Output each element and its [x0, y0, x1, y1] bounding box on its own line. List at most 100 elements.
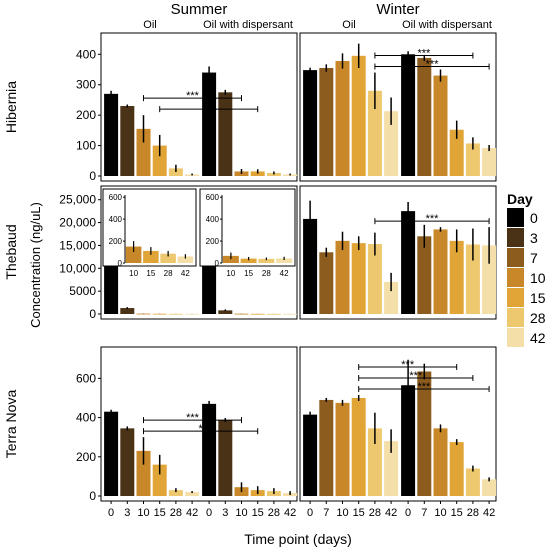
x-tick-label: 28	[268, 507, 280, 519]
bar	[335, 240, 350, 314]
x-tick-label: 0	[108, 507, 114, 519]
x-tick-label: 15	[353, 507, 365, 519]
inset-bar	[143, 250, 159, 263]
inset-y-tick-label: 400	[206, 215, 220, 224]
panel-terra-nova-winter: 0 7 10 15 28 42 0 7 10 15 28 42*********	[299, 346, 497, 519]
bar	[218, 419, 233, 496]
x-tick-label: 10	[235, 507, 247, 519]
inset-x-tick-label: 10	[129, 269, 138, 278]
bar	[152, 464, 167, 496]
y-tick-label: 15,000	[59, 238, 96, 252]
y-axis-label: Concentration (ng/uL)	[28, 202, 43, 328]
bar	[367, 90, 382, 176]
x-tick-label: 28	[369, 507, 381, 519]
legend-label: 10	[530, 270, 546, 286]
legend-swatch	[507, 228, 524, 247]
legend-swatch	[507, 308, 524, 327]
inset-bar	[177, 256, 194, 263]
bar	[266, 313, 281, 315]
inset-x-tick-label: 28	[164, 269, 173, 278]
bar	[351, 243, 366, 314]
x-tick-label: 0	[307, 507, 313, 519]
bar	[433, 75, 448, 176]
y-tick-label: 25,000	[59, 193, 96, 207]
legend-label: 42	[530, 330, 546, 346]
x-tick-label: 3	[124, 507, 130, 519]
bar	[367, 428, 382, 496]
legend-label: 15	[530, 290, 546, 306]
bar	[218, 92, 233, 176]
significance-label: ***	[401, 359, 415, 371]
bar	[433, 229, 448, 314]
bar	[482, 479, 497, 496]
legend-title: Day	[507, 191, 533, 207]
bar	[202, 72, 217, 176]
bar	[417, 57, 432, 176]
x-tick-label: 15	[154, 507, 166, 519]
panel-border	[299, 32, 497, 182]
y-tick-label: 100	[76, 139, 96, 153]
inset-y-tick-label: 0	[215, 259, 220, 268]
y-tick-label: 300	[76, 78, 96, 92]
bar	[303, 414, 318, 496]
x-tick-label: 15	[451, 507, 463, 519]
y-tick-label: 5000	[69, 284, 96, 298]
row-label: Hibernia	[3, 81, 19, 133]
bar	[401, 385, 416, 496]
bar	[202, 403, 217, 496]
panel-hibernia-winter: ******	[299, 32, 497, 182]
y-tick-label: 0	[89, 169, 96, 183]
bar	[384, 111, 399, 176]
x-tick-label: 0	[405, 507, 411, 519]
legend-label: 3	[530, 230, 538, 246]
significance-label: ***	[426, 59, 440, 71]
panel-thebaud-winter: ***	[299, 185, 497, 320]
y-tick-label: 200	[76, 108, 96, 122]
bar	[319, 67, 334, 176]
bar	[283, 313, 298, 315]
row-label: Terra Nova	[3, 390, 19, 459]
bar	[104, 93, 119, 176]
bar	[465, 244, 480, 314]
panel-border	[100, 185, 298, 320]
x-tick-label: 42	[483, 507, 495, 519]
bar	[335, 402, 350, 496]
legend-swatch	[507, 208, 524, 227]
y-tick-label: 200	[76, 450, 96, 464]
bar	[152, 145, 167, 176]
significance-label: ***	[417, 381, 431, 393]
significance-label: ***	[409, 370, 423, 382]
x-tick-label: 42	[385, 507, 397, 519]
inset-bar	[125, 246, 142, 263]
inset-y-tick-label: 600	[109, 193, 123, 202]
bar	[384, 282, 399, 314]
panel-thebaud-summer: 0 5000 10,000 15,000 20,000 25,000 0 200 400 600 1…	[59, 185, 298, 321]
bar	[104, 263, 119, 314]
bar	[449, 240, 464, 314]
inset-bar	[258, 258, 275, 263]
bar	[482, 148, 497, 176]
significance-label: *	[207, 101, 212, 113]
inset-x-tick-label: 42	[181, 269, 190, 278]
inset-x-tick-label: 42	[280, 269, 289, 278]
bar	[433, 428, 448, 496]
bar	[367, 244, 382, 314]
bar	[250, 171, 265, 176]
bar	[104, 411, 119, 496]
inset-bar	[222, 255, 239, 263]
inset-y-tick-label: 600	[206, 193, 220, 202]
bar	[335, 60, 350, 177]
bar	[401, 54, 416, 177]
bar	[303, 70, 318, 176]
subplot-title: Oil	[143, 19, 156, 31]
bar	[168, 313, 183, 315]
bar	[417, 371, 432, 496]
bar	[401, 211, 416, 314]
y-tick-label: 10,000	[59, 261, 96, 275]
inset-y-tick-label: 200	[109, 237, 123, 246]
bar	[136, 450, 151, 496]
bar	[351, 397, 366, 496]
bar	[482, 245, 497, 314]
